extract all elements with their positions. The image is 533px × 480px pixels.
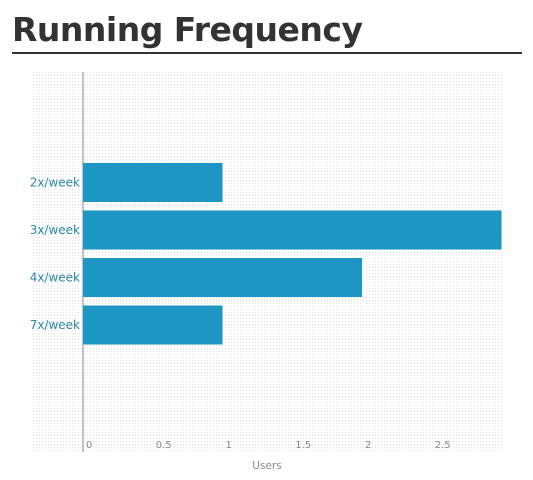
category-label: 2x/week (30, 176, 80, 190)
bars-group (83, 163, 502, 345)
category-label: 4x/week (30, 271, 80, 285)
x-axis-title: Users (252, 460, 281, 472)
bar-4x-per-week (83, 258, 362, 297)
x-tick-label: 2.5 (435, 440, 451, 451)
category-labels: 2x/week 3x/week 4x/week 7x/week (30, 176, 80, 333)
bar-7x-per-week (83, 305, 223, 345)
x-tick-label: 1.5 (295, 440, 311, 451)
title-divider (12, 52, 522, 54)
x-tick-labels: 0 0.5 1 1.5 2 2.5 (86, 440, 451, 451)
category-label: 3x/week (30, 223, 80, 237)
bar-2x-per-week (83, 163, 223, 202)
x-tick-label: 2 (365, 440, 371, 451)
category-label: 7x/week (30, 318, 80, 332)
x-tick-label: 0 (86, 440, 92, 451)
page-title: Running Frequency (12, 10, 363, 49)
x-tick-label: 0.5 (156, 440, 172, 451)
x-tick-label: 1 (226, 440, 232, 451)
bar-3x-per-week (83, 210, 502, 250)
